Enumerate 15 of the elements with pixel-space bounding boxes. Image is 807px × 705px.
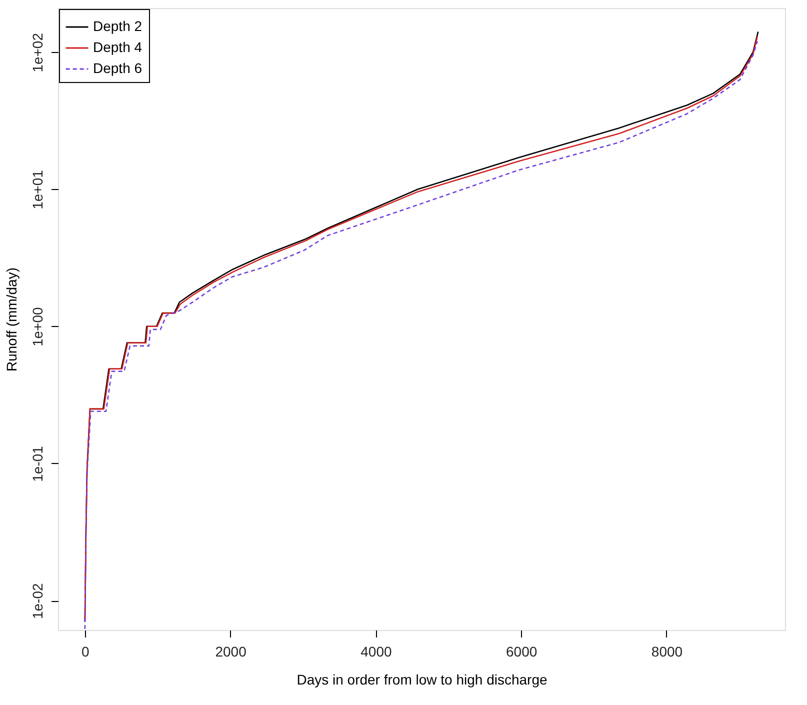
legend-label: Depth 4 xyxy=(93,39,142,55)
x-axis-title: Days in order from low to high discharge xyxy=(296,672,548,688)
x-tick-label: 2000 xyxy=(215,644,247,660)
legend-label: Depth 2 xyxy=(93,18,142,34)
y-tick-label: 1e+00 xyxy=(30,307,46,347)
x-tick-label: 8000 xyxy=(651,644,683,660)
y-tick-label: 1e-01 xyxy=(30,446,46,482)
x-tick-label: 0 xyxy=(82,644,90,660)
x-tick-label: 4000 xyxy=(360,644,392,660)
y-axis-title: Runoff (mm/day) xyxy=(4,268,20,372)
y-tick-label: 1e-02 xyxy=(30,582,46,619)
y-tick-label: 1e+01 xyxy=(30,170,46,210)
legend-label: Depth 6 xyxy=(93,60,142,76)
x-tick-label: 6000 xyxy=(506,644,538,660)
y-tick-label: 1e+02 xyxy=(30,32,46,72)
